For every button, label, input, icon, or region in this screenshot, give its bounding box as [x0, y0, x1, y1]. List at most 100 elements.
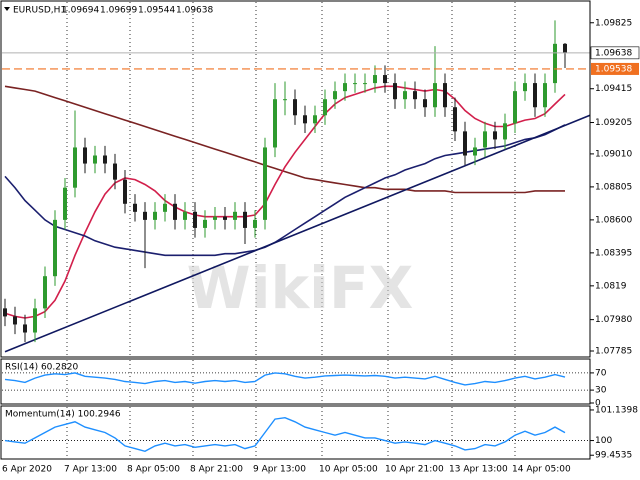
x-tick-label: 6 Apr 2020	[2, 465, 52, 475]
symbol-icon	[4, 7, 10, 11]
candle-body	[23, 324, 27, 333]
high-label: 1.09699	[100, 6, 137, 16]
trendline	[4, 114, 591, 353]
momentum-title: Momentum(14) 100.2946	[5, 410, 121, 420]
y-tick-label: 1.08805	[595, 182, 632, 192]
moving-average	[4, 85, 566, 319]
x-tick-label: 10 Apr 05:00	[319, 465, 378, 475]
candle-body	[423, 99, 427, 108]
candle-body	[333, 91, 337, 100]
symbol-label: EURUSD,H1	[13, 6, 66, 16]
candle-body	[413, 91, 417, 100]
candle-body	[433, 83, 437, 108]
candle-body	[113, 163, 117, 180]
candle-body	[53, 219, 57, 277]
candle-body	[303, 115, 307, 124]
y-tick-label: 0	[595, 399, 601, 409]
level-label-box	[591, 62, 639, 75]
candle-body	[143, 211, 147, 220]
candle-body	[293, 99, 297, 116]
candle-body	[183, 211, 187, 220]
candle-body	[283, 99, 287, 101]
y-tick-label: 1.07785	[595, 347, 632, 357]
price-label-box	[590, 46, 640, 60]
x-tick-label: 7 Apr 13:00	[64, 465, 117, 475]
candle-body	[263, 147, 267, 220]
y-tick-label: 1.08395	[595, 248, 632, 258]
candle-body	[443, 83, 447, 108]
y-tick-label: 1.08600	[595, 215, 632, 225]
candle-body	[523, 83, 527, 92]
candle-body	[353, 83, 357, 85]
open-label: 1.09694	[62, 6, 99, 16]
close-label: 1.09638	[176, 6, 213, 16]
candle-body	[543, 83, 547, 108]
indicator-line	[4, 372, 566, 386]
candle-body	[83, 147, 87, 164]
price-label: 1.09638	[595, 48, 632, 58]
candle-body	[403, 91, 407, 100]
y-tick-label: 1.09825	[595, 18, 632, 28]
candle-body	[123, 179, 127, 204]
candle-body	[463, 131, 467, 156]
candle-body	[203, 219, 207, 228]
candle-body	[393, 83, 397, 100]
x-tick-label: 13 Apr 13:00	[449, 465, 508, 475]
x-tick-label: 14 Apr 05:00	[512, 465, 571, 475]
candle-body	[3, 308, 7, 317]
candle-body	[383, 75, 387, 84]
candle-body	[493, 131, 497, 140]
candle-body	[73, 147, 77, 188]
candle-body	[163, 203, 167, 212]
candle-body	[93, 155, 97, 164]
moving-average	[4, 124, 566, 257]
candle-body	[13, 316, 17, 325]
main-frame	[0, 0, 591, 358]
candle-body	[273, 99, 277, 148]
candle-body	[233, 211, 237, 220]
rsi-frame	[0, 358, 591, 405]
candle-body	[153, 211, 157, 220]
y-tick-label: 30	[595, 386, 607, 396]
level-label: 1.09538	[595, 64, 632, 74]
y-tick-label: 99.4535	[595, 451, 632, 461]
x-tick-label: 9 Apr 13:00	[253, 465, 306, 475]
momentum-frame	[0, 405, 591, 460]
x-tick-label: 8 Apr 21:00	[190, 465, 243, 475]
moving-average	[4, 85, 565, 194]
x-tick-label: 10 Apr 21:00	[385, 465, 444, 475]
y-tick-label: 101.1398	[595, 405, 638, 415]
y-tick-label: 100	[595, 436, 612, 446]
candle-body	[323, 99, 327, 116]
candle-body	[133, 203, 137, 212]
y-tick-label: 1.0819	[595, 281, 627, 291]
candle-body	[33, 308, 37, 333]
candle-body	[253, 219, 257, 228]
candle-body	[483, 131, 487, 148]
x-tick-label: 8 Apr 05:00	[127, 465, 180, 475]
watermark: WikiFX	[187, 254, 414, 322]
candle-body	[513, 91, 517, 124]
y-tick-label: 1.09415	[595, 84, 632, 94]
candle-body	[553, 43, 557, 84]
candle-body	[213, 216, 217, 220]
candle-body	[503, 123, 507, 140]
y-tick-label: 1.09010	[595, 149, 632, 159]
candle-body	[343, 83, 347, 92]
candle-body	[313, 115, 317, 124]
y-tick-label: 70	[595, 368, 607, 378]
low-label: 1.09544	[138, 6, 175, 16]
candle-body	[473, 147, 477, 156]
rsi-title: RSI(14) 60.2820	[5, 363, 78, 373]
candle-body	[453, 107, 457, 132]
candle-body	[223, 216, 227, 220]
candle-body	[243, 211, 247, 228]
candle-body	[173, 203, 177, 220]
candle-body	[563, 43, 567, 53]
candle-body	[363, 83, 367, 85]
y-tick-label: 1.07980	[595, 315, 632, 325]
candle-body	[63, 187, 67, 220]
candle-body	[103, 155, 107, 164]
